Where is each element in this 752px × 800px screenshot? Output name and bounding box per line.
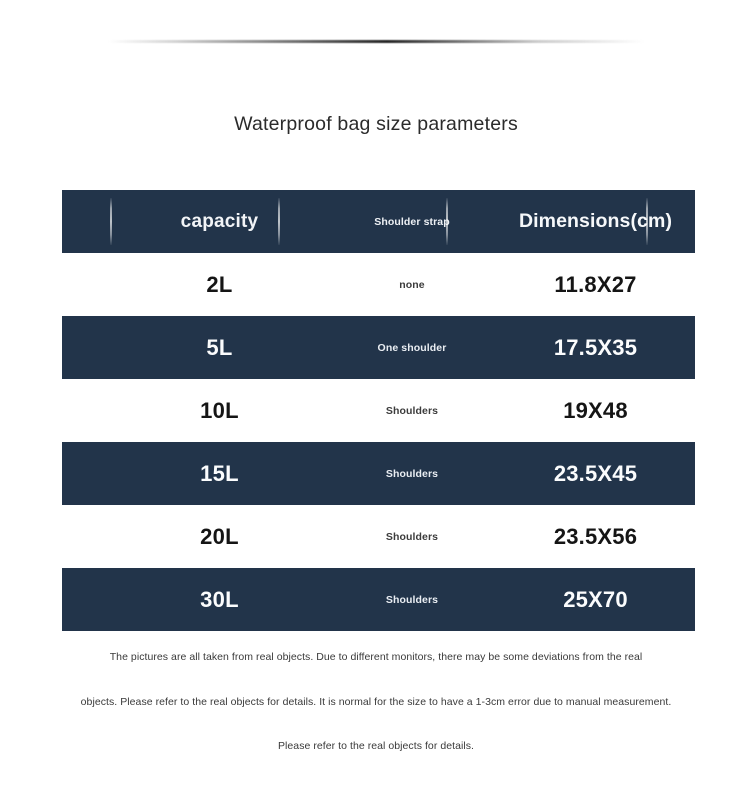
cell-dimensions: 11.8X27 bbox=[496, 253, 695, 316]
cell-dimensions-value: 11.8X27 bbox=[554, 271, 637, 297]
column-header-capacity: capacity bbox=[111, 190, 328, 253]
table-header-row: capacity Shoulder strap Dimensions(cm) bbox=[62, 190, 695, 253]
header-divider-1 bbox=[110, 198, 112, 245]
cell-strap: Shoulders bbox=[328, 379, 496, 442]
column-header-capacity-label: capacity bbox=[180, 210, 259, 232]
cell-dimensions-value: 17.5X35 bbox=[553, 334, 638, 360]
column-header-shoulder-strap: Shoulder strap bbox=[328, 190, 496, 253]
table-row: 5L One shoulder 17.5X35 bbox=[62, 316, 695, 379]
cell-strap-value: Shoulders bbox=[385, 530, 439, 543]
cell-dimensions: 17.5X35 bbox=[496, 316, 695, 379]
decorative-divider bbox=[108, 40, 644, 43]
cell-strap: One shoulder bbox=[328, 316, 496, 379]
cell-dimensions-value: 23.5X56 bbox=[553, 523, 638, 549]
cell-capacity: 10L bbox=[111, 379, 328, 442]
column-header-dimensions-label: Dimensions(cm) bbox=[518, 210, 673, 232]
cell-capacity: 15L bbox=[111, 442, 328, 505]
cell-dimensions: 19X48 bbox=[496, 379, 695, 442]
table-row: 2L none 11.8X27 bbox=[62, 253, 695, 316]
footer-line-2: objects. Please refer to the real object… bbox=[80, 695, 672, 708]
cell-strap: Shoulders bbox=[328, 568, 496, 631]
cell-capacity: 5L bbox=[111, 316, 328, 379]
column-header-dimensions: Dimensions(cm) bbox=[496, 190, 695, 253]
cell-capacity: 30L bbox=[111, 568, 328, 631]
cell-capacity-value: 15L bbox=[200, 460, 239, 486]
cell-capacity-value: 20L bbox=[200, 523, 239, 549]
cell-dimensions-value: 19X48 bbox=[563, 397, 628, 423]
cell-capacity-value: 2L bbox=[206, 271, 233, 297]
cell-strap-value: Shoulders bbox=[385, 404, 439, 417]
cell-strap: Shoulders bbox=[328, 505, 496, 568]
cell-strap-value: Shoulders bbox=[385, 467, 439, 480]
footer-line-3: Please refer to the real objects for det… bbox=[277, 740, 475, 752]
cell-capacity: 2L bbox=[111, 253, 328, 316]
cell-dimensions-value: 25X70 bbox=[563, 586, 628, 612]
cell-dimensions: 25X70 bbox=[496, 568, 695, 631]
cell-dimensions-value: 23.5X45 bbox=[553, 460, 638, 486]
cell-capacity: 20L bbox=[111, 505, 328, 568]
header-divider-2 bbox=[278, 198, 280, 245]
cell-strap: Shoulders bbox=[328, 442, 496, 505]
cell-capacity-value: 30L bbox=[200, 586, 239, 612]
page-title: Waterproof bag size parameters bbox=[234, 113, 518, 135]
table-row: 10L Shoulders 19X48 bbox=[62, 379, 695, 442]
size-parameters-table: capacity Shoulder strap Dimensions(cm) 2… bbox=[62, 190, 695, 631]
cell-dimensions: 23.5X45 bbox=[496, 442, 695, 505]
cell-strap-value: none bbox=[399, 278, 425, 291]
table-row: 30L Shoulders 25X70 bbox=[62, 568, 695, 631]
table-row: 20L Shoulders 23.5X56 bbox=[62, 505, 695, 568]
cell-dimensions: 23.5X56 bbox=[496, 505, 695, 568]
footer-disclaimer: The pictures are all taken from real obj… bbox=[0, 652, 752, 752]
table-row: 15L Shoulders 23.5X45 bbox=[62, 442, 695, 505]
cell-strap: none bbox=[328, 253, 496, 316]
header-divider-3 bbox=[446, 198, 448, 245]
cell-strap-value: Shoulders bbox=[385, 593, 439, 606]
header-divider-4 bbox=[646, 198, 648, 245]
cell-strap-value: One shoulder bbox=[377, 341, 447, 354]
cell-capacity-value: 5L bbox=[206, 334, 233, 360]
cell-capacity-value: 10L bbox=[200, 397, 239, 423]
footer-line-1: The pictures are all taken from real obj… bbox=[109, 651, 643, 663]
column-header-shoulder-strap-label: Shoulder strap bbox=[374, 215, 450, 228]
